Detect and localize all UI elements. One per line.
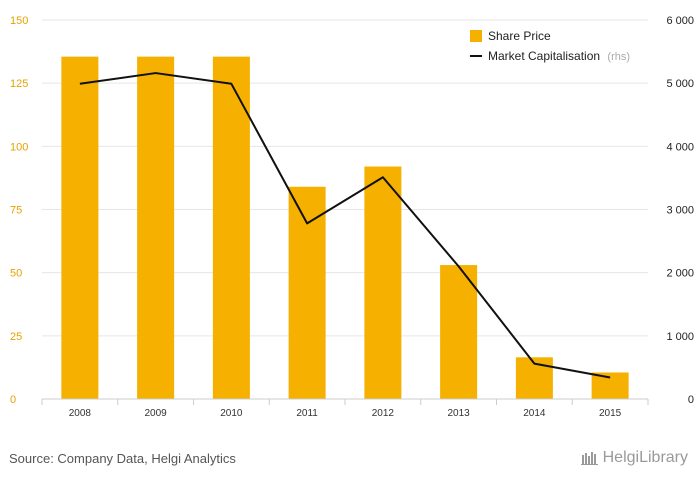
bar-share-price xyxy=(591,372,629,399)
x-tick-label: 2015 xyxy=(599,408,622,419)
x-tick-label: 2009 xyxy=(145,408,168,419)
y-left-tick-label: 125 xyxy=(10,78,28,90)
y-left-tick-label: 50 xyxy=(10,268,22,280)
bar-share-price xyxy=(61,56,99,400)
bar-share-price xyxy=(288,186,326,399)
y-right-tick-label: 4 000 xyxy=(666,141,694,153)
y-right-tick-label: 1 000 xyxy=(666,331,694,343)
y-left-tick-label: 100 xyxy=(10,141,28,153)
legend-label-market-cap-text: Market Capitalisation xyxy=(488,49,600,63)
legend-label-market-cap: Market Capitalisation (rhs) xyxy=(488,49,630,63)
y-left-tick-label: 150 xyxy=(10,15,28,27)
y-left-tick-label: 0 xyxy=(10,394,16,406)
line-market-capitalisation xyxy=(79,72,611,379)
bar-share-price xyxy=(364,166,402,399)
line-series xyxy=(79,72,611,379)
y-right-tick-label: 2 000 xyxy=(666,268,694,280)
bars xyxy=(61,56,629,400)
y-right-tick-label: 5 000 xyxy=(666,78,694,90)
legend-swatch-share-price xyxy=(470,30,482,42)
x-tick-label: 2008 xyxy=(69,408,92,419)
x-tick-label: 2013 xyxy=(448,408,471,419)
source-note: Source: Company Data, Helgi Analytics xyxy=(9,451,236,466)
bar-share-price xyxy=(137,56,175,400)
y-right-tick-label: 6 000 xyxy=(666,15,694,27)
bar-share-price xyxy=(440,265,478,399)
library-icon xyxy=(580,452,598,465)
axes: 0 0 25 1 000 50 2 000 75 3 000 100 4 000 125 5 000 1… xyxy=(10,15,694,419)
y-left-tick-label: 25 xyxy=(10,331,22,343)
bar-share-price xyxy=(212,56,250,400)
legend-label-market-cap-suffix: (rhs) xyxy=(607,51,630,63)
legend-label-share-price: Share Price xyxy=(488,29,551,43)
x-tick-label: 2010 xyxy=(220,408,243,419)
x-tick-label: 2012 xyxy=(372,408,395,419)
gridlines xyxy=(42,19,648,337)
helgi-library-logo: HelgiLibrary xyxy=(580,449,688,467)
y-right-tick-label: 0 xyxy=(688,394,694,406)
y-right-tick-label: 3 000 xyxy=(666,205,694,217)
logo-text: HelgiLibrary xyxy=(602,449,688,466)
x-tick-label: 2014 xyxy=(523,408,546,419)
legend: Share Price Market Capitalisation (rhs) xyxy=(470,29,630,63)
y-left-tick-label: 75 xyxy=(10,205,22,217)
x-tick-label: 2011 xyxy=(296,408,318,419)
